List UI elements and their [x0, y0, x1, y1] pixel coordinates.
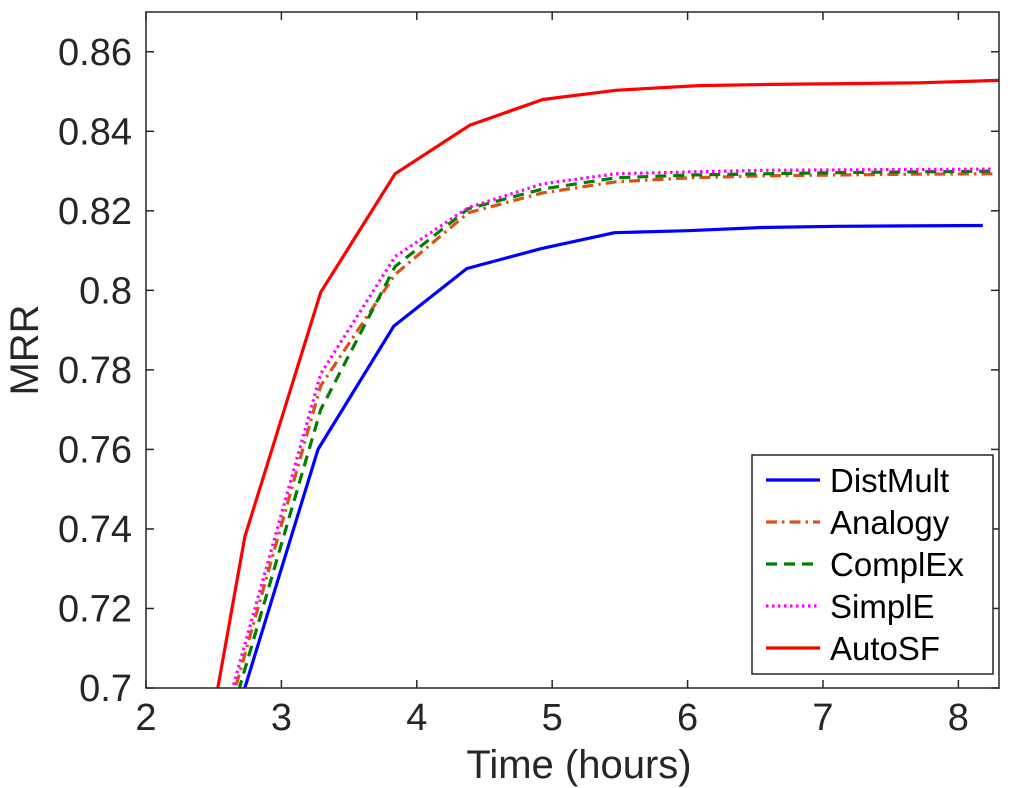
x-tick-label: 5 — [542, 697, 563, 739]
x-tick-label: 6 — [677, 697, 698, 739]
y-tick-label: 0.84 — [58, 111, 132, 153]
x-axis-ticks: 2 3 4 5 6 7 8 — [135, 12, 969, 739]
x-tick-label: 3 — [271, 697, 292, 739]
series-line-analogy — [233, 172, 997, 688]
x-tick-label: 7 — [812, 697, 833, 739]
x-axis-title: Time (hours) — [466, 743, 691, 787]
legend-label-analogy: Analogy — [830, 504, 950, 541]
legend-label-simple: SimplE — [830, 588, 935, 625]
plot-frame — [145, 11, 1000, 689]
x-tick-label: 4 — [406, 697, 427, 739]
y-tick-label: 0.8 — [79, 270, 132, 312]
legend: DistMult Analogy ComplEx SimplE AutoSF — [751, 454, 994, 675]
y-tick-label: 0.74 — [58, 509, 132, 551]
y-axis-ticks: 0.7 0.72 0.74 0.76 0.78 0.8 0.82 0.84 0.86 — [58, 32, 999, 710]
y-tick-label: 0.7 — [79, 668, 132, 710]
legend-label-distmult: DistMult — [830, 462, 949, 499]
y-tick-label: 0.86 — [58, 32, 132, 74]
series-line-distmult — [243, 223, 983, 688]
legend-label-complex: ComplEx — [830, 546, 964, 583]
series-line-complex — [237, 169, 997, 688]
x-tick-label: 2 — [135, 697, 156, 739]
legend-label-autosf: AutoSF — [830, 630, 940, 667]
series-layer — [216, 78, 999, 688]
y-axis-title: MRR — [3, 304, 47, 395]
series-line-simple — [231, 167, 993, 688]
y-tick-label: 0.78 — [58, 350, 132, 392]
series-line-autosf — [216, 78, 999, 688]
y-tick-label: 0.82 — [58, 191, 132, 233]
y-tick-label: 0.72 — [58, 588, 132, 630]
y-tick-label: 0.76 — [58, 429, 132, 471]
x-tick-label: 8 — [948, 697, 969, 739]
